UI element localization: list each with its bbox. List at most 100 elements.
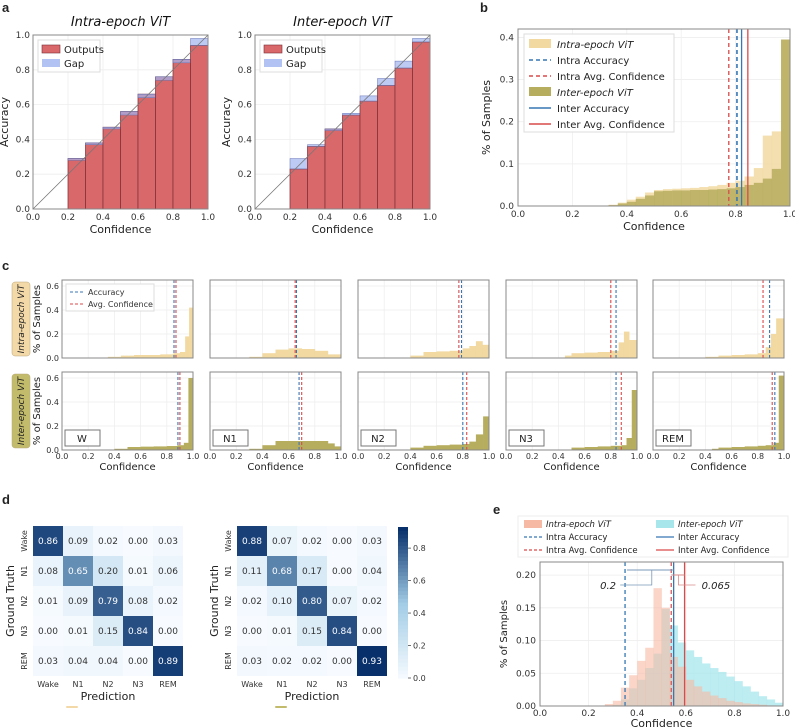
legend-label: Accuracy (88, 288, 125, 297)
accuracy-gap-arrow (620, 570, 653, 586)
outputs-bar (307, 146, 326, 210)
heatmap-cell (327, 556, 357, 586)
y-tick-label: 0.0 (46, 354, 59, 363)
colorbar-segment (398, 560, 408, 566)
inter-bar (750, 691, 760, 706)
cell-value: 0.04 (362, 567, 382, 577)
inter-bar (778, 375, 785, 450)
inter-bar (153, 446, 168, 450)
intra-bar (776, 318, 785, 358)
panel-letter-b: b (480, 0, 488, 15)
intra-bar (637, 660, 646, 706)
y-tick-label: Wake (20, 530, 29, 552)
legend-label-gap: Gap (286, 59, 306, 70)
confidence-gap-annotation: 0.065 (702, 581, 731, 592)
heatmap-cell (297, 556, 327, 586)
inter-bar (114, 448, 128, 450)
heatmap-cell (33, 556, 63, 586)
colorbar-segment (398, 583, 408, 588)
colorbar-segment (398, 568, 408, 573)
y-tick-label: N3 (20, 625, 29, 636)
cell-value: 0.02 (302, 657, 322, 667)
legend-swatch (524, 520, 542, 528)
x-tick-label: 0.4 (96, 213, 111, 223)
x-tick-label: 1.0 (631, 452, 644, 461)
cell-value: 0.03 (158, 537, 178, 547)
x-axis-label: Prediction (285, 690, 340, 703)
legend-label: Inter-epoch ViT (678, 520, 743, 530)
inter-bar (699, 189, 709, 206)
heatmap-cell (123, 586, 153, 616)
colorbar-segment (398, 534, 408, 539)
legend-swatch-outputs (41, 44, 61, 54)
intra-bar (173, 353, 181, 358)
outputs-bar (289, 168, 308, 210)
intra-bar (758, 704, 768, 706)
y-tick-label: REM (224, 652, 233, 670)
colorbar-segment (398, 617, 408, 622)
y-tick-label: 0.4 (500, 33, 515, 43)
colorbar-segment (398, 625, 408, 630)
x-tick-label: REM (363, 680, 381, 689)
heatmap-cell (33, 646, 63, 676)
cell-value: 0.01 (38, 597, 58, 607)
heatmap-cell (237, 556, 267, 586)
y-tick-label: 0.10 (516, 637, 536, 647)
colorbar-segment (398, 640, 408, 645)
y-axis-label: % of Samples (499, 600, 510, 668)
x-tick-label: N2 (102, 680, 113, 689)
cell-value: 0.00 (332, 537, 352, 547)
x-tick-label: N3 (132, 680, 143, 689)
intra-bar (693, 686, 703, 706)
heatmap-cell (63, 586, 93, 616)
x-tick-label: 0.0 (500, 452, 513, 461)
y-tick-label: 0.4 (16, 135, 31, 145)
inter-bar (449, 444, 464, 450)
chart-title: Intra-epoch ViT (71, 15, 171, 30)
inter-bar (681, 190, 691, 206)
legend-swatch-gap (42, 59, 60, 67)
cell-value: 0.15 (98, 627, 118, 637)
intra-bar (623, 331, 630, 358)
intra-bar (771, 131, 782, 206)
chart-title: Inter-epoch ViT (293, 15, 393, 30)
intra-bar (147, 355, 161, 358)
heatmap-cell (153, 586, 183, 616)
x-tick-label: 0.6 (674, 210, 689, 220)
x-tick-label: 0.2 (82, 452, 95, 461)
cell-value: 0.07 (272, 537, 292, 547)
inter-bar (711, 448, 719, 450)
inter-bar (127, 447, 141, 450)
intra-bar (705, 356, 719, 358)
x-tick-label: 0.0 (352, 452, 365, 461)
heatmap-cell (327, 616, 357, 646)
intra-bar (107, 356, 122, 358)
intra-bar (160, 354, 174, 358)
intra-bar (262, 353, 276, 358)
intra-bar (726, 700, 735, 706)
x-tick-label: 0.4 (699, 452, 712, 461)
axes-frame (32, 34, 209, 210)
cell-value: 0.00 (128, 657, 148, 667)
y-tick-label: 0.20 (516, 571, 536, 581)
inter-bar (690, 189, 700, 206)
x-tick-label: 0.6 (131, 213, 146, 223)
y-tick-label: 0.8 (16, 66, 31, 76)
y-tick-label: N3 (224, 625, 233, 636)
heatmap-cell (63, 526, 93, 556)
inter-bar (762, 178, 773, 206)
inter-bar (753, 182, 764, 206)
heatmap-cell (153, 646, 183, 676)
cell-value: 0.68 (272, 567, 292, 577)
axes-frame (61, 371, 194, 451)
x-tick-label: 0.6 (679, 709, 694, 719)
intra-bar (653, 588, 662, 706)
inter-bar (334, 446, 342, 450)
heatmap-cell (123, 646, 153, 676)
intra-bar (770, 334, 777, 358)
colorbar-segment (398, 553, 408, 558)
y-tick-label: 0.0 (238, 205, 253, 215)
diagonal-line (254, 34, 431, 210)
x-tick-label: N1 (72, 680, 83, 689)
y-tick-label: 0.4 (46, 398, 59, 407)
